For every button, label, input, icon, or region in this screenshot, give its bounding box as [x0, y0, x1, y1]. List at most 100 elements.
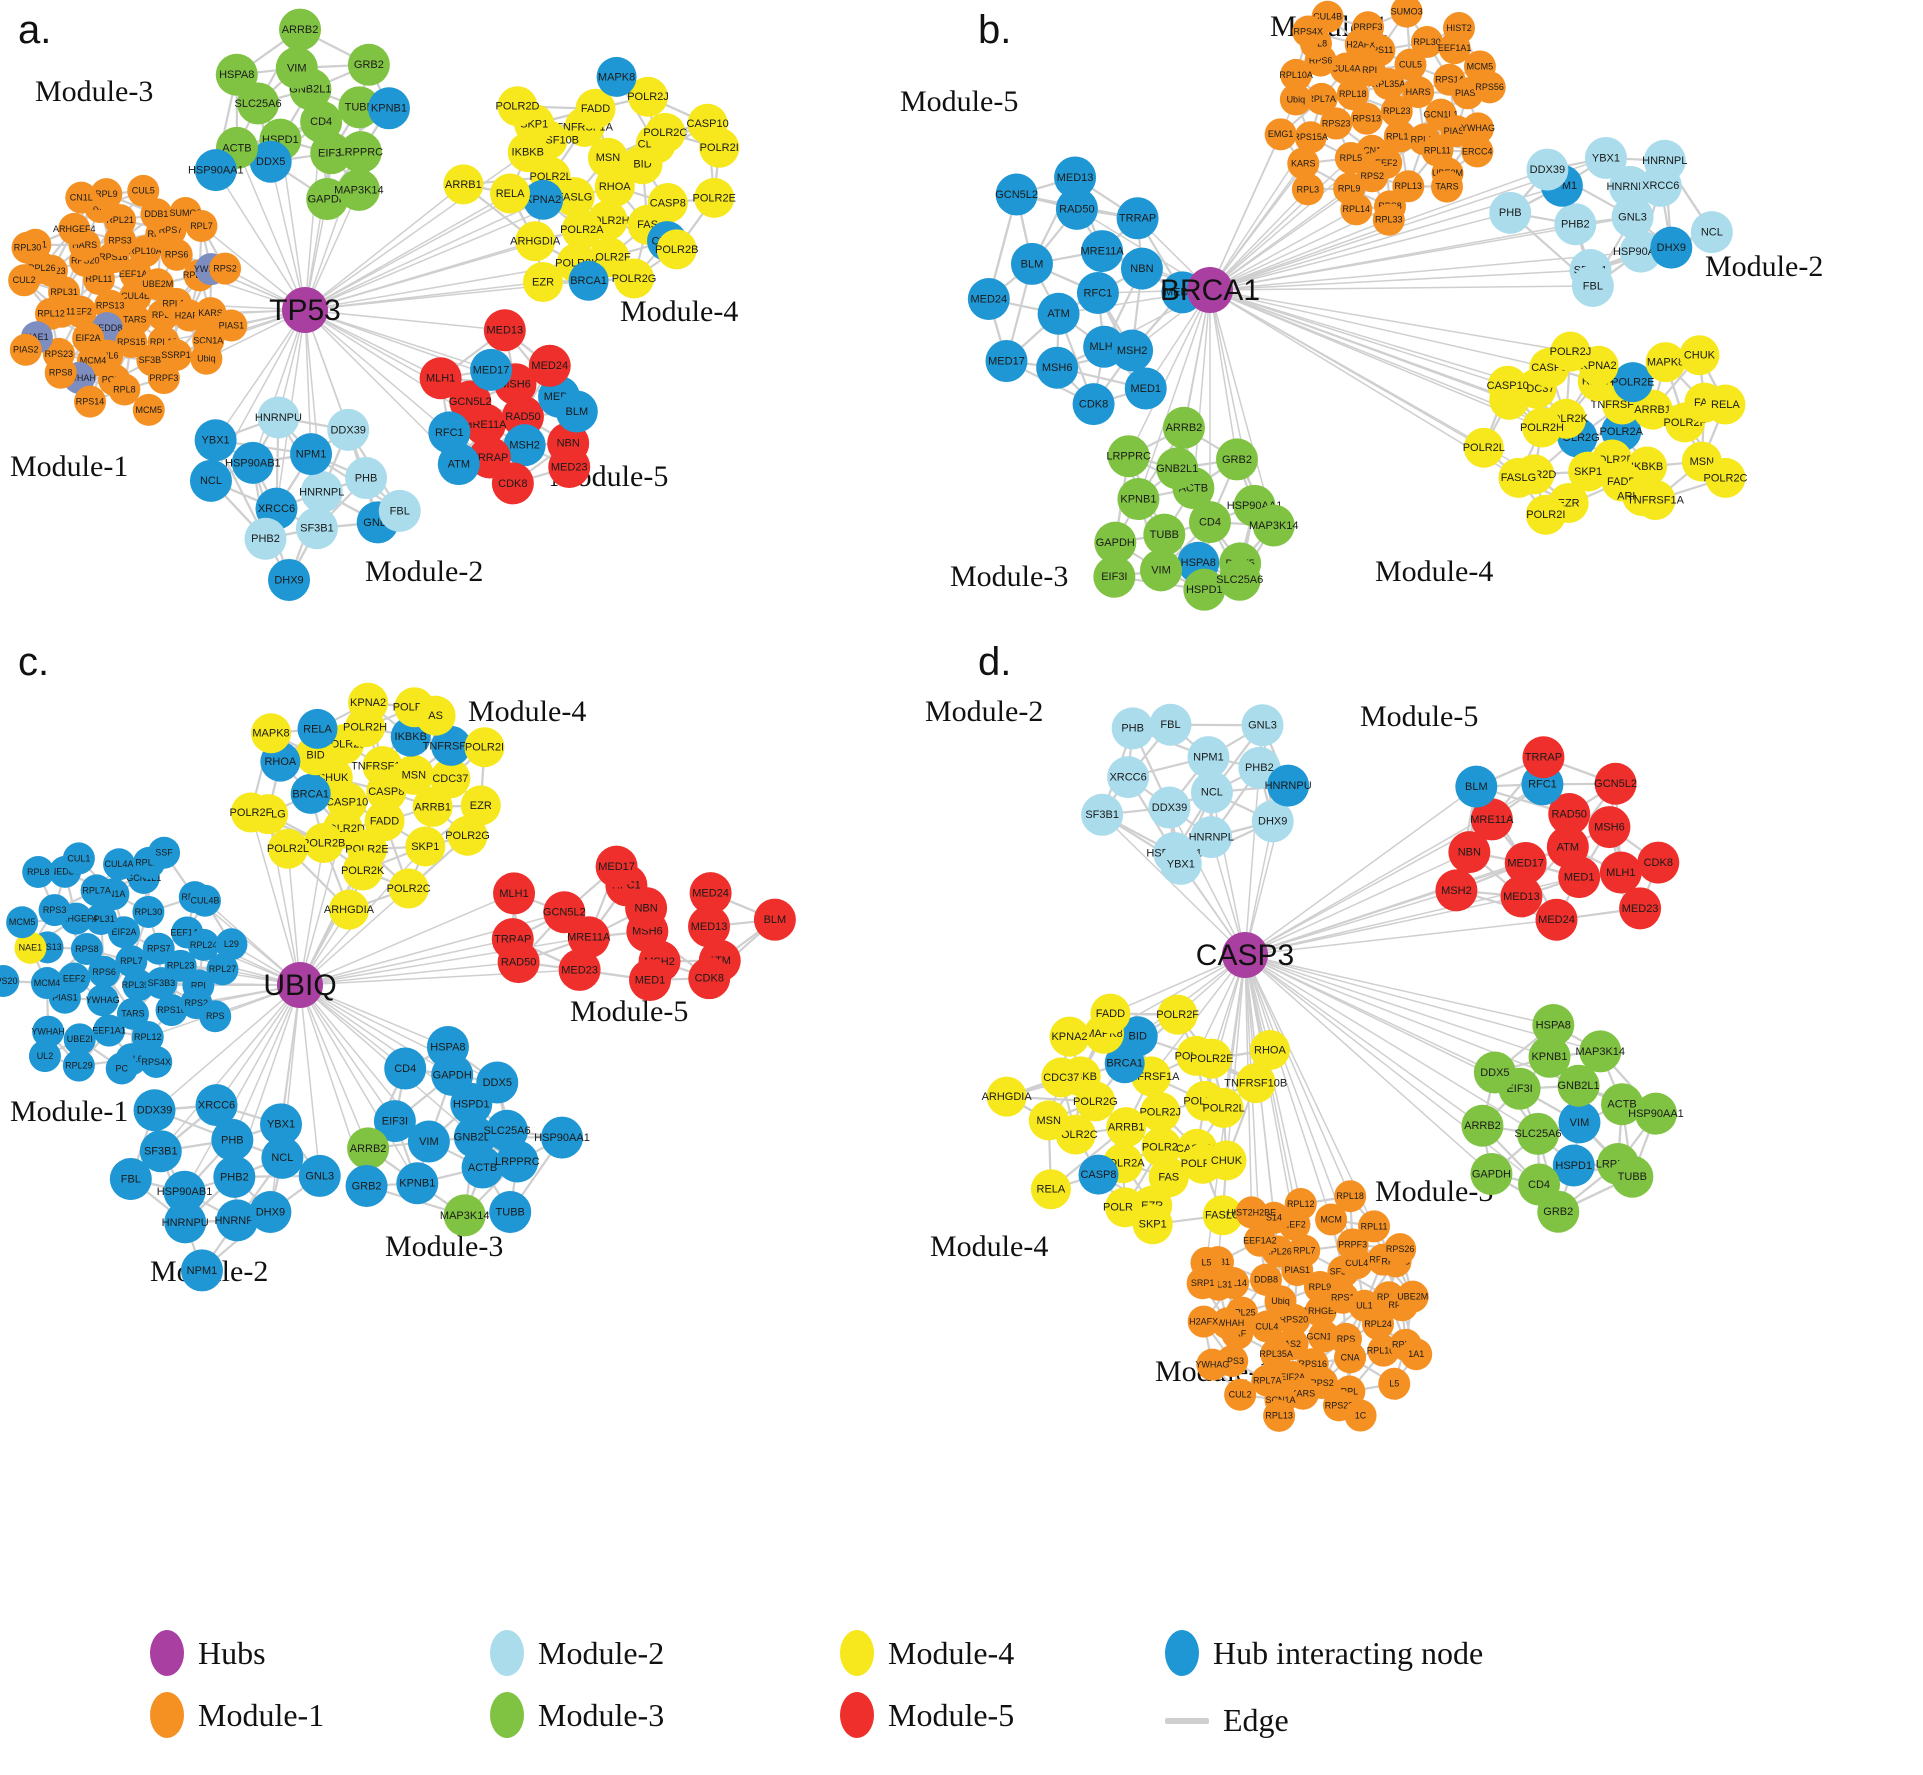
network-node[interactable]: GNL3: [298, 1154, 341, 1197]
node-circle[interactable]: [419, 357, 462, 400]
node-circle[interactable]: [1183, 568, 1226, 611]
node-circle[interactable]: [1159, 842, 1202, 885]
network-node[interactable]: XRCC6: [1107, 756, 1150, 799]
node-circle[interactable]: [1203, 1087, 1244, 1128]
node-circle[interactable]: [1190, 816, 1233, 859]
network-node[interactable]: POLR2F: [230, 792, 273, 833]
node-circle[interactable]: [967, 278, 1010, 321]
network-node[interactable]: FADD: [1090, 993, 1131, 1034]
node-circle[interactable]: [108, 373, 141, 406]
node-circle[interactable]: [327, 408, 370, 451]
network-node[interactable]: RPL29: [62, 1049, 95, 1082]
network-node[interactable]: POLR2I: [1141, 1127, 1182, 1168]
network-node[interactable]: YWHAG: [1461, 112, 1495, 145]
network-node[interactable]: MSN: [1028, 1100, 1069, 1141]
node-circle[interactable]: [470, 348, 513, 391]
network-node[interactable]: BLM: [555, 390, 598, 433]
node-circle[interactable]: [1340, 193, 1373, 226]
network-node[interactable]: RPL7: [1288, 1234, 1321, 1267]
node-circle[interactable]: [1552, 1144, 1595, 1187]
network-node[interactable]: HSP90AA1: [534, 1116, 590, 1159]
network-node[interactable]: NCL: [189, 459, 232, 502]
network-node[interactable]: KPNB1: [1117, 478, 1160, 521]
network-node[interactable]: ATM: [437, 443, 480, 486]
network-node[interactable]: YBX1: [1159, 842, 1202, 885]
network-node[interactable]: BLM: [1455, 765, 1498, 808]
network-node[interactable]: MAP3K14: [334, 168, 384, 211]
network-node[interactable]: RPL7A: [1305, 82, 1338, 115]
node-circle[interactable]: [1081, 230, 1124, 273]
node-circle[interactable]: [155, 994, 188, 1027]
network-node[interactable]: KPNB1: [396, 1162, 439, 1205]
network-node[interactable]: MRE11A: [1470, 798, 1514, 841]
node-circle[interactable]: [1548, 793, 1591, 836]
network-node[interactable]: LRPPRC: [1106, 435, 1151, 478]
network-node[interactable]: GNL3: [1241, 704, 1284, 747]
node-circle[interactable]: [194, 419, 237, 462]
network-node[interactable]: CUL4A: [1329, 52, 1362, 85]
node-circle[interactable]: [1329, 52, 1362, 85]
network-node[interactable]: SUMO3: [1391, 0, 1423, 28]
node-circle[interactable]: [1206, 1140, 1247, 1181]
node-circle[interactable]: [139, 1130, 182, 1173]
node-circle[interactable]: [1619, 887, 1662, 930]
node-circle[interactable]: [1124, 367, 1167, 410]
network-node[interactable]: TRRAP: [1522, 736, 1565, 779]
node-circle[interactable]: [1498, 457, 1539, 498]
network-node[interactable]: MCM4: [30, 967, 63, 1000]
node-circle[interactable]: [568, 260, 609, 301]
node-circle[interactable]: [1287, 147, 1320, 180]
network-node[interactable]: RFC1: [1076, 271, 1119, 314]
node-circle[interactable]: [1516, 1112, 1559, 1155]
network-node[interactable]: CUL2: [8, 264, 41, 297]
node-circle[interactable]: [6, 906, 39, 939]
network-node[interactable]: HSP90AB1: [157, 1170, 213, 1213]
hub-node[interactable]: UBIQ: [263, 962, 337, 1008]
node-circle[interactable]: [447, 815, 488, 856]
node-circle[interactable]: [62, 1049, 95, 1082]
network-node[interactable]: RPL24: [1361, 1308, 1394, 1341]
network-node[interactable]: MED23: [548, 445, 591, 488]
network-node[interactable]: RPS15: [115, 325, 148, 358]
network-node[interactable]: HSP90AB1: [225, 441, 281, 484]
network-node[interactable]: GNB2L1: [1557, 1064, 1600, 1107]
node-circle[interactable]: [1315, 1203, 1348, 1236]
network-node[interactable]: EIF3I: [1093, 555, 1136, 598]
node-circle[interactable]: [647, 182, 688, 223]
network-node[interactable]: UBE2M: [1396, 1280, 1429, 1313]
network-node[interactable]: RFC1: [428, 411, 471, 454]
network-node[interactable]: RPL27: [206, 953, 239, 986]
network-node[interactable]: HSP90AA1: [1628, 1092, 1684, 1135]
node-circle[interactable]: [561, 209, 602, 250]
node-circle[interactable]: [443, 164, 484, 205]
node-circle[interactable]: [1535, 898, 1578, 941]
network-node[interactable]: RPL7: [115, 945, 148, 978]
network-node[interactable]: SF3B1: [295, 507, 338, 550]
node-circle[interactable]: [415, 695, 456, 736]
network-node[interactable]: RHOA: [1249, 1030, 1290, 1071]
node-circle[interactable]: [1558, 856, 1601, 899]
network-node[interactable]: EZR: [460, 785, 501, 826]
network-node[interactable]: CD4: [384, 1047, 427, 1090]
network-node[interactable]: ARRB2: [1461, 1104, 1504, 1147]
network-node[interactable]: BLM: [1010, 242, 1053, 285]
network-node[interactable]: H2AFX: [1187, 1305, 1220, 1338]
node-circle[interactable]: [464, 727, 505, 768]
node-circle[interactable]: [1132, 1204, 1173, 1245]
network-node[interactable]: RPL35A: [122, 969, 156, 1002]
node-circle[interactable]: [261, 1136, 304, 1179]
network-node[interactable]: YWHAH: [1211, 1307, 1245, 1340]
node-circle[interactable]: [1336, 1228, 1369, 1261]
node-circle[interactable]: [1372, 203, 1405, 236]
network-node[interactable]: FASLG: [1202, 1195, 1243, 1236]
node-circle[interactable]: [1380, 95, 1413, 128]
network-node[interactable]: RPS2: [209, 252, 242, 285]
network-node[interactable]: RPS3: [38, 894, 71, 927]
node-circle[interactable]: [378, 489, 421, 532]
network-node[interactable]: RPL9: [90, 178, 123, 211]
node-circle[interactable]: [689, 872, 732, 915]
node-circle[interactable]: [393, 754, 434, 795]
network-node[interactable]: MSH6: [1588, 806, 1631, 849]
network-node[interactable]: NBN: [1120, 247, 1163, 290]
network-node[interactable]: ARHGDIA: [982, 1076, 1033, 1117]
